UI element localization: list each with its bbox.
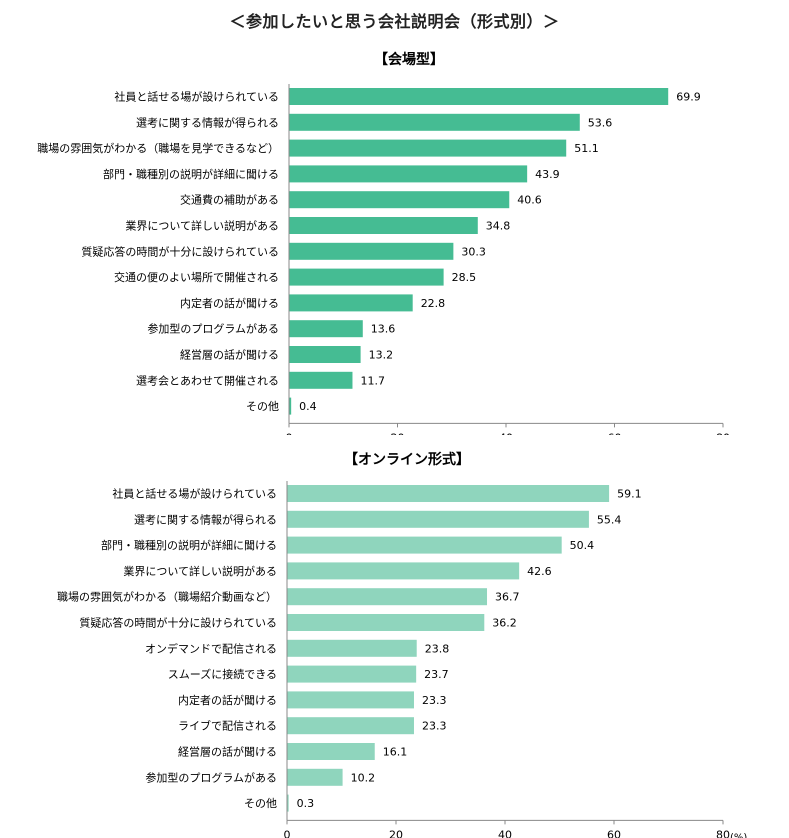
online-category-label: 質疑応答の時間が十分に設けられている: [79, 616, 277, 630]
venue-bar: [289, 191, 510, 209]
online-category-label: 参加型のプログラムがある: [145, 770, 277, 784]
venue-category-label: 交通費の補助がある: [180, 193, 279, 207]
online-category-label: 選考に関する情報が得られる: [134, 512, 277, 526]
online-category-label: 業界について詳しい説明がある: [123, 564, 277, 578]
venue-bar: [289, 139, 567, 157]
venue-x-tick-label: 40: [499, 431, 513, 435]
online-bar: [287, 614, 485, 631]
online-x-tick-label: 20: [389, 828, 403, 838]
venue-value-label: 11.7: [360, 374, 385, 387]
online-x-tick-label: 80: [716, 828, 730, 838]
online-category-label: 経営層の話が聞ける: [178, 745, 277, 759]
venue-value-label: 0.4: [299, 400, 317, 413]
venue-category-label: 参加型のプログラムがある: [147, 322, 279, 336]
venue-x-tick-label: 0: [286, 431, 293, 435]
venue-bar: [289, 294, 413, 312]
online-category-label: 職場の雰囲気がわかる（職場紹介動画など）: [57, 590, 277, 604]
online-bar: [287, 691, 414, 709]
online-bar: [287, 639, 417, 657]
online-bar: [287, 588, 488, 606]
venue-value-label: 30.3: [461, 245, 486, 258]
venue-category-label: その他: [246, 400, 279, 413]
venue-x-tick-label: 20: [391, 431, 405, 435]
online-category-label: 部門・職種別の説明が詳細に聞ける: [101, 538, 277, 552]
venue-value-label: 69.9: [676, 91, 701, 104]
venue-value-label: 22.8: [421, 297, 446, 310]
online-bar: [287, 665, 417, 683]
online-bar: [287, 794, 289, 812]
online-x-tick-label: 60: [607, 828, 621, 838]
online-value-label: 16.1: [383, 746, 408, 759]
venue-bar: [289, 268, 444, 286]
online-bar: [287, 485, 610, 502]
venue-category-label: 選考会とあわせて開催される: [136, 373, 279, 387]
online-category-label: スムーズに接続できる: [168, 667, 277, 681]
venue-bar: [289, 242, 454, 260]
online-value-label: 23.3: [422, 694, 447, 707]
venue-bar: [289, 113, 580, 131]
venue-bar: [289, 165, 528, 183]
online-value-label: 23.7: [424, 668, 449, 681]
venue-value-label: 43.9: [535, 168, 560, 181]
online-x-tick-label: 0: [284, 828, 291, 838]
venue-chart-title: 【会場型】: [374, 51, 444, 68]
venue-category-label: 経営層の話が聞ける: [180, 348, 279, 362]
venue-value-label: 28.5: [452, 271, 477, 284]
online-bar: [287, 562, 520, 580]
online-value-label: 50.4: [570, 539, 595, 552]
online-bar: [287, 768, 343, 786]
venue-category-label: 部門・職種別の説明が詳細に聞ける: [103, 167, 279, 181]
online-bar: [287, 717, 414, 735]
venue-category-label: 業界について詳しい説明がある: [125, 219, 279, 233]
venue-value-label: 13.6: [371, 323, 396, 336]
venue-x-tick-label: 60: [608, 431, 622, 435]
venue-x-tick-label: 80: [716, 431, 730, 435]
venue-value-label: 40.6: [517, 194, 542, 207]
online-bar: [287, 510, 589, 528]
online-value-label: 36.7: [495, 591, 520, 604]
online-category-label: ライブで配信される: [178, 719, 277, 733]
online-bar: [287, 536, 562, 554]
venue-category-label: 内定者の話が聞ける: [180, 296, 279, 310]
venue-category-label: 社員と話せる場が設けられている: [114, 90, 279, 104]
venue-category-label: 選考に関する情報が得られる: [136, 115, 279, 129]
venue-bar: [289, 371, 353, 389]
online-category-label: その他: [244, 797, 277, 810]
venue-category-label: 交通の便のよい場所で開催される: [114, 270, 279, 284]
venue-category-label: 質疑応答の時間が十分に設けられている: [81, 244, 279, 258]
venue-bar: [289, 320, 363, 338]
online-value-label: 42.6: [527, 565, 552, 578]
online-category-label: オンデマンドで配信される: [145, 641, 277, 655]
venue-category-label: 職場の雰囲気がわかる（職場を見学できるなど）: [37, 141, 279, 155]
venue-value-label: 13.2: [369, 349, 394, 362]
venue-bar: [289, 88, 669, 105]
online-value-label: 55.4: [597, 513, 622, 526]
online-value-label: 10.2: [351, 771, 376, 784]
online-value-label: 23.8: [425, 642, 450, 655]
online-chart-title: 【オンライン形式】: [344, 451, 470, 468]
venue-bar: [289, 346, 361, 363]
page-title: ＜参加したいと思う会社説明会（形式別）＞: [229, 12, 560, 31]
online-bar: [287, 743, 375, 760]
online-category-label: 社員と話せる場が設けられている: [112, 487, 277, 501]
online-value-label: 23.3: [422, 720, 447, 733]
online-value-label: 59.1: [617, 488, 642, 501]
venue-bar: [289, 397, 292, 415]
online-value-label: 0.3: [297, 797, 315, 810]
online-x-tick-label: 40: [498, 828, 512, 838]
online-bar-chart: 【オンライン形式】社員と話せる場が設けられている 59.1 選考に関する情報が得られ…: [57, 451, 747, 838]
online-value-label: 36.2: [492, 617, 517, 630]
venue-value-label: 53.6: [588, 116, 613, 129]
venue-value-label: 34.8: [486, 220, 511, 233]
venue-bar-chart: 【会場型】社員と話せる場が設けられている 69.9 選考に関する情報が得られる 53.…: [37, 51, 730, 435]
online-unit-label: (%): [730, 832, 747, 838]
online-category-label: 内定者の話が聞ける: [178, 693, 277, 707]
venue-bar: [289, 217, 478, 234]
venue-value-label: 51.1: [574, 142, 599, 155]
